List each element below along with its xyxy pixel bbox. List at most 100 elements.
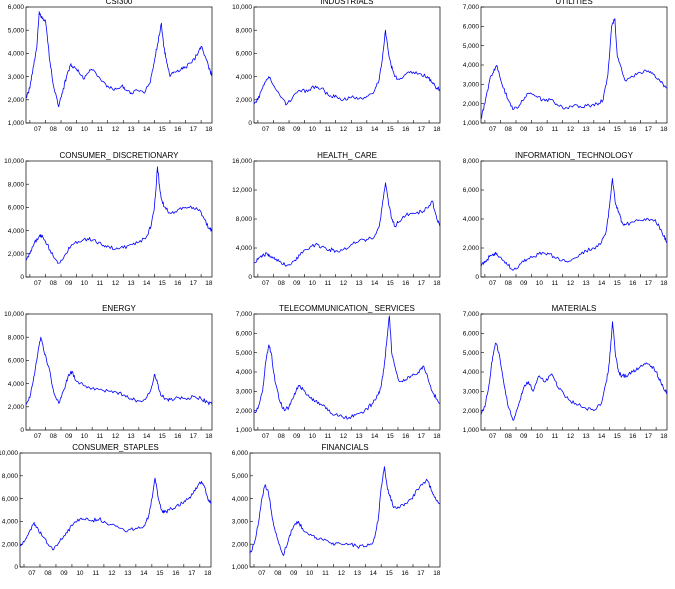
series-line <box>480 321 668 421</box>
y-tick-label: 4,000 <box>236 369 253 376</box>
y-tick-label: 2,000 <box>8 97 25 104</box>
y-tick-label: 4,000 <box>232 496 249 503</box>
x-tick-label: 11 <box>325 126 332 133</box>
x-tick-label: 09 <box>60 570 68 577</box>
x-tick-label: 13 <box>582 433 590 440</box>
y-tick-label: 6,000 <box>463 24 480 31</box>
x-tick-label: 08 <box>505 433 513 440</box>
x-tick-label: 17 <box>418 280 426 287</box>
x-tick-label: 18 <box>205 433 213 440</box>
chart-panel: CSI300 1,000 2,000 3,000 4,000 5,000 6,000 07 08… <box>8 0 213 133</box>
y-tick-label: 2,000 <box>236 97 253 104</box>
x-tick-label: 10 <box>306 570 314 577</box>
y-tick-label: 2,000 <box>8 404 25 411</box>
chart-title: INDUSTRIALS <box>321 0 374 6</box>
x-tick-label: 11 <box>97 280 104 287</box>
y-tick-label: 6,000 <box>2 496 19 503</box>
chart-title: ENERGY <box>102 304 136 313</box>
x-tick-label: 10 <box>536 126 544 133</box>
x-tick-label: 14 <box>371 280 379 287</box>
x-tick-label: 10 <box>81 280 89 287</box>
y-tick-label: 1,000 <box>232 564 249 571</box>
x-tick-label: 10 <box>81 126 89 133</box>
y-tick-label: 2,000 <box>2 541 19 548</box>
x-tick-label: 09 <box>293 126 301 133</box>
x-tick-label: 16 <box>174 126 182 133</box>
x-tick-label: 09 <box>65 433 73 440</box>
y-tick-label: 6,000 <box>463 331 480 338</box>
y-tick-label: 5,000 <box>463 43 480 50</box>
y-tick-label: 6,000 <box>236 331 253 338</box>
plot-frame <box>253 160 441 278</box>
chart-title: CSI300 <box>106 0 133 6</box>
chart-title: UTILITIES <box>555 0 592 6</box>
y-tick-label: 6,000 <box>8 358 25 365</box>
chart-title: HEALTH_ CARE <box>317 151 377 160</box>
plot-frame <box>19 452 212 568</box>
y-tick-label: 4,000 <box>463 62 480 69</box>
x-tick-label: 16 <box>401 570 409 577</box>
chart-title: CONSUMER_ DISCRETIONARY <box>60 151 180 160</box>
x-tick-label: 07 <box>34 280 42 287</box>
y-tick-label: 5,000 <box>463 350 480 357</box>
x-tick-label: 09 <box>293 280 301 287</box>
y-tick-label: 0 <box>248 274 252 281</box>
x-tick-label: 15 <box>156 570 164 577</box>
x-tick-label: 16 <box>402 280 410 287</box>
y-tick-label: 2,000 <box>463 101 480 108</box>
series-line <box>253 29 441 106</box>
y-tick-label: 10,000 <box>232 4 252 11</box>
x-tick-label: 12 <box>338 570 346 577</box>
x-tick-label: 08 <box>505 126 513 133</box>
chart-panel: MATERIALS 1,000 2,000 3,000 4,000 5,000 6,000 7… <box>463 304 668 440</box>
x-tick-label: 10 <box>536 433 544 440</box>
x-tick-label: 07 <box>28 570 36 577</box>
x-tick-label: 08 <box>44 570 52 577</box>
x-tick-label: 14 <box>598 433 606 440</box>
x-tick-label: 09 <box>65 280 73 287</box>
y-tick-label: 5,000 <box>236 350 253 357</box>
x-tick-label: 10 <box>309 433 317 440</box>
x-tick-label: 07 <box>262 126 270 133</box>
x-tick-label: 07 <box>489 433 497 440</box>
y-tick-label: 10,000 <box>4 311 24 318</box>
chart-panel: FINANCIALS 1,000 2,000 3,000 4,000 5,000 6,000… <box>232 443 441 577</box>
x-tick-label: 18 <box>204 570 212 577</box>
x-tick-label: 15 <box>159 126 167 133</box>
x-tick-label: 14 <box>371 126 379 133</box>
x-tick-label: 08 <box>278 126 286 133</box>
x-tick-label: 11 <box>97 126 104 133</box>
x-tick-label: 16 <box>172 570 180 577</box>
x-tick-label: 15 <box>387 126 395 133</box>
y-tick-label: 2,000 <box>463 245 480 252</box>
y-tick-label: 6,000 <box>8 4 25 11</box>
y-tick-label: 8,000 <box>8 334 25 341</box>
y-tick-label: 3,000 <box>236 389 253 396</box>
x-tick-label: 14 <box>143 126 151 133</box>
y-tick-label: 4,000 <box>463 369 480 376</box>
x-tick-label: 12 <box>340 433 348 440</box>
x-tick-label: 17 <box>190 433 198 440</box>
chart-panel: HEALTH_ CARE 0 4,000 8,000 12,000 16,000 07 08 0… <box>232 151 441 287</box>
x-tick-label: 18 <box>433 433 441 440</box>
y-tick-label: 1,000 <box>463 427 480 434</box>
y-tick-label: 0 <box>20 274 24 281</box>
chart-panel: UTILITIES 1,000 2,000 3,000 4,000 5,000 6,000 7… <box>463 0 668 133</box>
y-tick-label: 6,000 <box>463 187 480 194</box>
x-tick-label: 17 <box>645 280 653 287</box>
y-tick-label: 4,000 <box>2 519 19 526</box>
x-tick-label: 08 <box>278 280 286 287</box>
y-tick-label: 16,000 <box>232 158 252 165</box>
chart-title: FINANCIALS <box>321 443 368 452</box>
x-tick-label: 15 <box>159 433 167 440</box>
y-tick-label: 6,000 <box>8 205 25 212</box>
y-tick-label: 4,000 <box>8 51 25 58</box>
series-line <box>19 477 212 551</box>
plot-frame <box>25 6 213 124</box>
y-tick-label: 1,000 <box>463 120 480 127</box>
x-tick-label: 09 <box>520 433 528 440</box>
y-tick-label: 7,000 <box>463 4 480 11</box>
x-tick-label: 09 <box>520 126 528 133</box>
y-tick-label: 8,000 <box>8 181 25 188</box>
x-tick-label: 16 <box>629 126 637 133</box>
